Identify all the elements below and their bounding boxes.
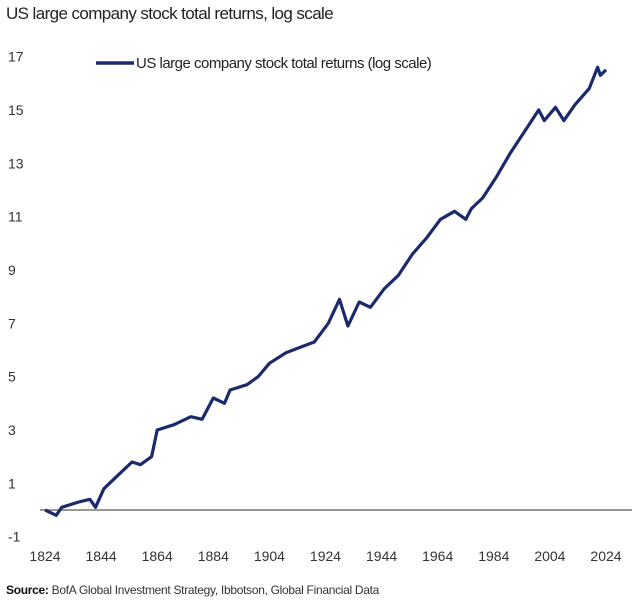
y-tick-label: 3 bbox=[8, 422, 16, 438]
y-tick-label: -1 bbox=[8, 529, 21, 545]
x-tick-label: 1904 bbox=[254, 548, 285, 564]
y-tick-label: 13 bbox=[8, 155, 24, 171]
chart-title: US large company stock total returns, lo… bbox=[6, 4, 334, 23]
legend-label: US large company stock total returns (lo… bbox=[136, 55, 432, 72]
x-tick-label: 1884 bbox=[198, 548, 229, 564]
y-tick-label: 9 bbox=[8, 262, 16, 278]
series-line bbox=[44, 65, 608, 517]
x-tick-label: 1824 bbox=[29, 548, 60, 564]
x-tick-label: 1924 bbox=[310, 548, 341, 564]
x-tick-label: 1844 bbox=[86, 548, 117, 564]
y-tick-label: 11 bbox=[8, 209, 23, 225]
x-tick-label: 2024 bbox=[590, 548, 621, 564]
source-note: Source: BofA Global Investment Strategy,… bbox=[6, 583, 379, 597]
source-label: Source: bbox=[6, 583, 49, 597]
y-tick-label: 15 bbox=[8, 102, 24, 118]
y-tick-label: 5 bbox=[8, 369, 16, 385]
x-tick-label: 1984 bbox=[478, 548, 509, 564]
y-tick-label: 17 bbox=[8, 49, 24, 65]
y-tick-label: 1 bbox=[8, 475, 16, 491]
source-text: BofA Global Investment Strategy, Ibbotso… bbox=[51, 583, 380, 597]
x-tick-label: 1944 bbox=[366, 548, 397, 564]
legend: US large company stock total returns (lo… bbox=[96, 55, 432, 72]
x-tick-label: 2004 bbox=[534, 548, 565, 564]
x-tick-label: 1964 bbox=[422, 548, 453, 564]
y-tick-label: 7 bbox=[8, 315, 16, 331]
x-tick-label: 1864 bbox=[142, 548, 173, 564]
